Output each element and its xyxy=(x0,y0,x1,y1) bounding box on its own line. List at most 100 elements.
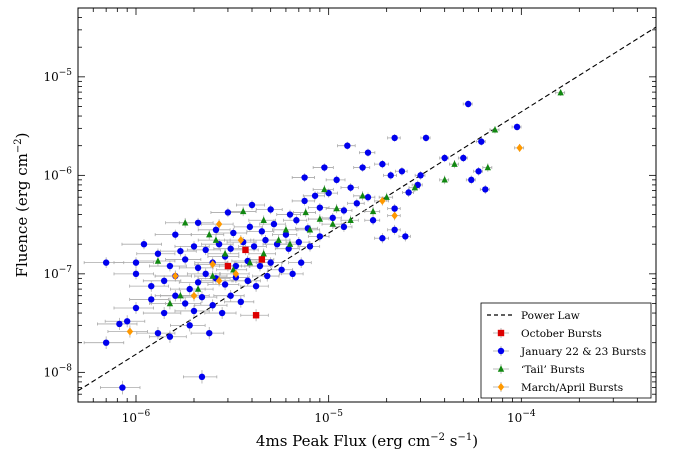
data-point-triangle xyxy=(369,207,377,215)
data-point-circle xyxy=(285,245,292,252)
data-point-circle xyxy=(252,282,260,290)
data-point-triangle xyxy=(333,204,340,212)
data-point-triangle xyxy=(221,250,229,257)
data-point-circle xyxy=(227,292,234,299)
data-point-triangle xyxy=(286,240,294,247)
data-point-diamond xyxy=(215,276,223,285)
data-point-circle xyxy=(391,226,398,234)
data-point-circle xyxy=(297,259,305,266)
data-point-circle xyxy=(278,266,285,273)
data-point-triangle xyxy=(154,257,162,264)
data-point-triangle xyxy=(484,163,492,171)
data-point-circle xyxy=(181,256,189,263)
legend-marker-triangle xyxy=(497,365,505,372)
data-point-circle xyxy=(347,184,354,191)
data-point-diamond xyxy=(237,236,245,245)
data-point-circle xyxy=(293,217,300,224)
data-point-circle xyxy=(230,229,237,237)
data-point-circle xyxy=(414,181,421,189)
data-point-diamond xyxy=(190,291,198,300)
data-point-triangle xyxy=(306,226,314,233)
data-point-circle xyxy=(264,272,271,280)
data-point-circle xyxy=(166,262,174,270)
data-point-circle xyxy=(478,138,485,145)
data-point-circle xyxy=(148,282,155,290)
data-point-triangle xyxy=(491,126,499,133)
power-law-line xyxy=(77,26,657,392)
data-point-circle xyxy=(468,176,475,184)
data-point-circle xyxy=(190,243,198,250)
data-point-circle xyxy=(289,270,296,278)
x-tick-label: 10−5 xyxy=(314,409,343,425)
data-point-circle xyxy=(311,192,319,199)
data-point-circle xyxy=(212,226,220,234)
data-point-triangle xyxy=(260,250,267,257)
data-point-triangle xyxy=(181,219,189,226)
data-point-circle xyxy=(160,277,168,285)
data-point-triangle xyxy=(321,185,328,193)
data-point-circle xyxy=(301,174,308,181)
markers xyxy=(102,89,564,391)
data-point-circle xyxy=(181,300,189,307)
data-point-triangle xyxy=(239,207,247,215)
data-point-circle xyxy=(282,231,290,238)
data-point-diamond xyxy=(232,269,240,278)
data-point-circle xyxy=(417,172,424,179)
data-point-circle xyxy=(391,134,398,142)
data-point-circle xyxy=(154,250,162,257)
data-point-diamond xyxy=(209,260,216,269)
data-point-triangle xyxy=(260,216,267,223)
data-point-circle xyxy=(460,154,467,162)
x-axis-label: 4ms Peak Flux (erg cm−2 s−1) xyxy=(256,432,478,450)
data-point-circle xyxy=(353,200,361,207)
data-point-circle xyxy=(475,168,482,175)
data-point-triangle xyxy=(302,208,309,216)
legend-label: January 22 & 23 Bursts xyxy=(520,346,646,358)
data-point-circle xyxy=(132,259,140,266)
legend-power-law-label: Power Law xyxy=(521,310,580,322)
data-point-circle xyxy=(391,205,398,212)
data-point-circle xyxy=(422,134,430,142)
data-point-diamond xyxy=(215,220,223,229)
data-point-diamond xyxy=(126,327,134,336)
plot-frame xyxy=(77,7,657,403)
data-point-circle xyxy=(194,264,202,272)
data-point-circle xyxy=(387,172,394,179)
data-point-circle xyxy=(340,207,348,214)
data-point-triangle xyxy=(212,236,220,243)
data-point-triangle xyxy=(451,160,458,167)
data-point-triangle xyxy=(316,215,324,222)
data-point-circle xyxy=(116,320,123,328)
legend-label: October Bursts xyxy=(521,328,602,340)
data-point-circle xyxy=(513,123,521,131)
data-point-circle xyxy=(405,189,412,196)
data-point-circle xyxy=(160,309,168,317)
data-point-triangle xyxy=(557,89,564,96)
data-point-circle xyxy=(123,318,131,325)
data-point-circle xyxy=(267,259,274,266)
data-point-circle xyxy=(359,164,366,171)
data-point-circle xyxy=(344,142,351,149)
legend: Power Law October Bursts January 22 & 23 … xyxy=(480,302,652,399)
data-point-circle xyxy=(258,228,266,235)
data-point-circle xyxy=(177,247,184,255)
legend-marker-circle xyxy=(497,347,505,355)
data-point-circle xyxy=(206,329,213,337)
data-point-circle xyxy=(218,309,226,317)
data-point-circle xyxy=(250,243,258,250)
data-point-triangle xyxy=(230,266,237,273)
data-point-circle xyxy=(166,333,174,340)
data-point-circle xyxy=(102,259,110,266)
data-point-circle xyxy=(256,262,264,270)
data-point-circle xyxy=(398,168,406,175)
y-axis-label: Fluence (erg cm−2) xyxy=(13,133,31,278)
legend-label: ‘Tail’ Bursts xyxy=(521,364,585,376)
data-point-circle xyxy=(379,160,386,168)
data-point-circle xyxy=(316,204,324,211)
data-point-circle xyxy=(148,296,155,303)
data-point-circle xyxy=(286,211,294,218)
data-point-circle xyxy=(119,384,126,391)
data-point-circle xyxy=(198,373,206,381)
data-point-circle xyxy=(224,209,232,216)
data-point-triangle xyxy=(441,176,448,183)
